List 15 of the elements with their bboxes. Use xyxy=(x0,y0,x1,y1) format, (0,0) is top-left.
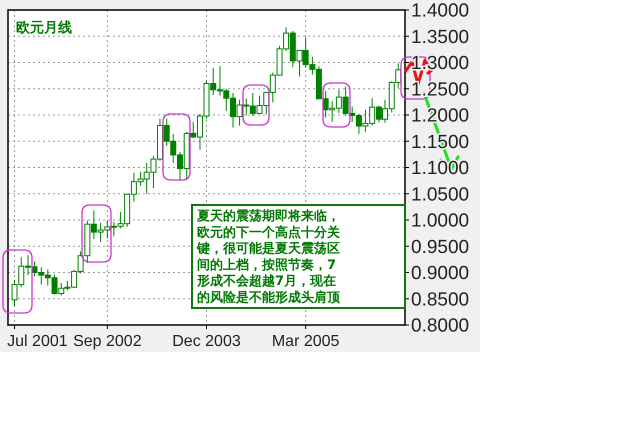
annotation: 夏天的震荡期即将来临，欧元的下一个高点十分关键，很可能是夏天震荡区间的上档，按照节奏，7形成不会超越7月，现在的风险是不能形成头肩顶 xyxy=(196,208,341,306)
x-tick-label: Sep 2002 xyxy=(73,333,142,350)
y-tick-label: 1.4000 xyxy=(411,0,470,22)
y-tick-label: 1.1000 xyxy=(411,158,470,180)
x-tick-label: Mar 2005 xyxy=(272,333,340,350)
y-tick-label: 1.3500 xyxy=(411,26,470,48)
x-tick-label: Jul 2001 xyxy=(7,333,68,350)
y-tick-label: 1.0500 xyxy=(411,184,470,206)
y-tick-label: 0.9000 xyxy=(411,263,470,284)
y-tick-label: 1.0000 xyxy=(411,210,470,232)
text: 欧元月线 xyxy=(16,20,72,36)
x-tick-label: Dec 2003 xyxy=(172,333,241,350)
y-tick-label: 0.8000 xyxy=(411,316,470,337)
y-tick-label: 0.8500 xyxy=(411,289,470,310)
y-tick-label: 0.9500 xyxy=(411,236,470,258)
